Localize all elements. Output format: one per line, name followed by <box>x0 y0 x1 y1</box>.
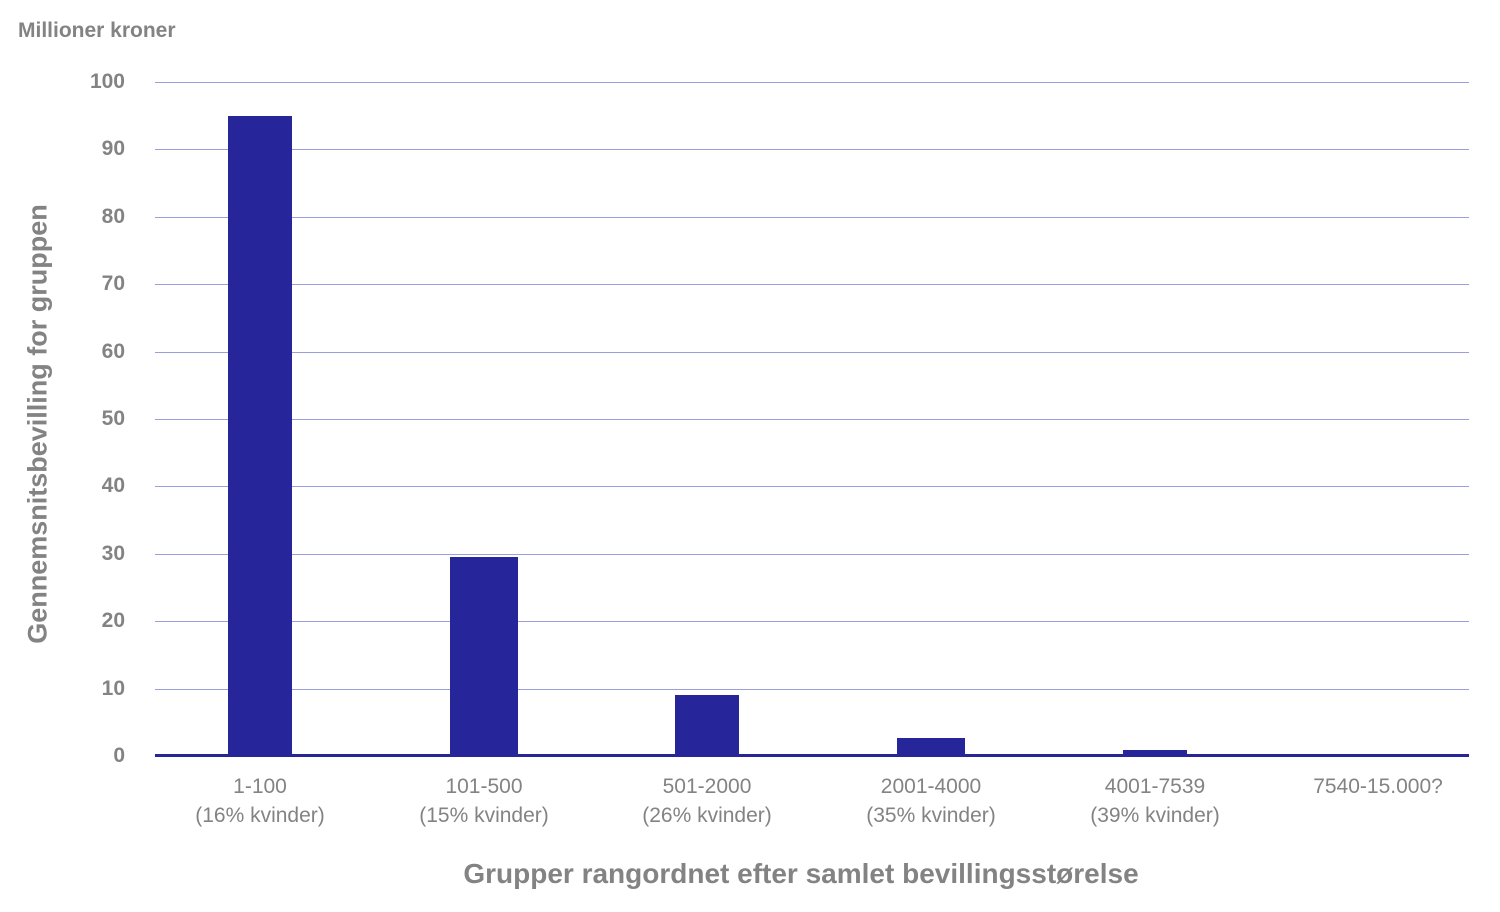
plot-area: 0 10 20 30 40 50 60 70 80 90 100 1-100 (16% kvinder)… <box>90 70 1469 827</box>
x-tick-note: (35% kvinder) <box>866 804 996 827</box>
x-tick-note: (26% kvinder) <box>642 804 772 827</box>
x-tick-range: 1-100 <box>233 775 287 798</box>
y-tick-label: 20 <box>101 609 125 633</box>
unit-label: Millioner kroner <box>18 19 176 42</box>
gridline <box>155 419 1469 420</box>
y-tick-label: 100 <box>89 70 125 93</box>
x-tick-label: 7540-15.000? <box>1313 772 1443 801</box>
bar <box>675 694 739 756</box>
x-tick-label: 1-100 (16% kvinder) <box>195 772 325 830</box>
gridline <box>155 82 1469 83</box>
y-tick-label: 30 <box>101 541 125 565</box>
gridline <box>155 284 1469 286</box>
bar <box>1123 749 1187 756</box>
y-tick-label: 90 <box>101 137 125 161</box>
gridline <box>155 688 1469 690</box>
y-tick-label: 0 <box>113 744 125 767</box>
y-tick-label: 70 <box>101 272 125 296</box>
x-tick-note: (39% kvinder) <box>1090 804 1220 827</box>
x-tick-label: 2001-4000 (35% kvinder) <box>866 772 996 830</box>
y-tick-label: 10 <box>101 676 125 700</box>
gridline <box>155 621 1469 623</box>
x-axis-line <box>155 754 1469 757</box>
y-tick-label: 40 <box>101 474 125 498</box>
x-tick-range: 101-500 <box>445 775 523 798</box>
x-axis-title: Grupper rangordnet efter samlet bevillin… <box>463 858 1139 889</box>
bar <box>228 115 292 756</box>
x-tick-range: 501-2000 <box>662 775 752 798</box>
x-tick-note: (16% kvinder) <box>195 804 325 827</box>
y-tick-label: 80 <box>101 204 125 228</box>
y-tick-label: 60 <box>101 339 125 363</box>
x-tick-label: 4001-7539 (39% kvinder) <box>1090 772 1220 830</box>
gridline <box>155 351 1469 353</box>
bar <box>897 737 965 756</box>
gridline <box>155 553 1469 555</box>
x-tick-range: 2001-4000 <box>880 775 982 798</box>
gridline <box>155 149 1469 151</box>
x-tick-range: 7540-15.000? <box>1313 775 1443 798</box>
bar <box>450 557 518 756</box>
x-tick-label: 501-2000 (26% kvinder) <box>642 772 772 830</box>
x-tick-label: 101-500 (15% kvinder) <box>419 772 549 830</box>
x-tick-range: 4001-7539 <box>1104 775 1206 798</box>
x-tick-note: (15% kvinder) <box>419 804 549 827</box>
y-tick-label: 50 <box>101 407 125 430</box>
gridline <box>155 216 1469 218</box>
gridline <box>155 486 1469 488</box>
